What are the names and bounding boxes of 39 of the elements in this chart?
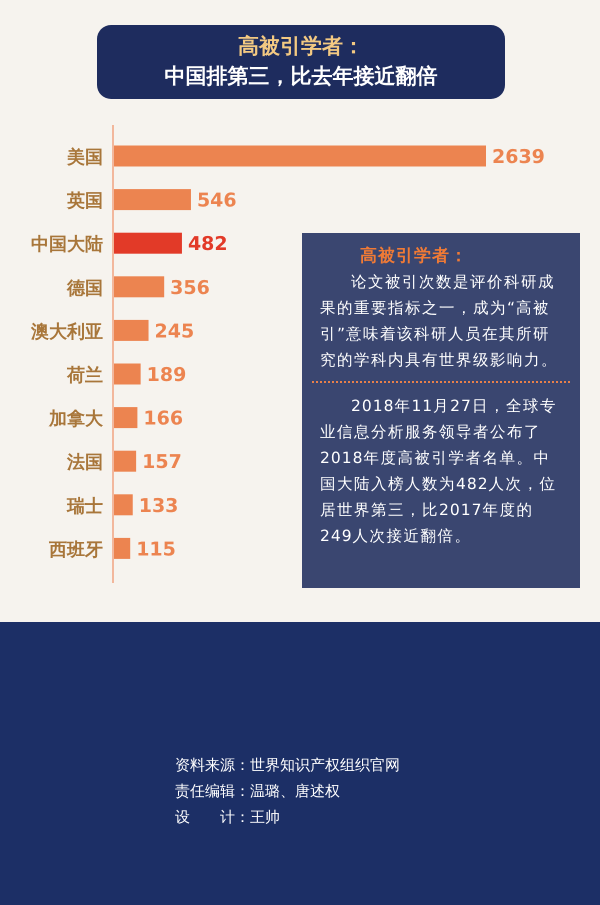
y-tick-label: 英国: [66, 190, 103, 212]
data-label: 356: [170, 276, 210, 299]
bar: [114, 494, 133, 516]
y-tick-label: 美国: [66, 147, 103, 168]
bar: [114, 276, 164, 298]
annotation: 高被引学者：: [359, 245, 469, 268]
data-label: 166: [143, 408, 184, 430]
bar: [114, 320, 149, 341]
bar: [114, 146, 486, 166]
bar: [114, 407, 138, 428]
y-tick-label: 西班牙: [48, 539, 103, 560]
data-label: 133: [138, 494, 178, 517]
y-tick-label: 荷兰: [66, 365, 103, 386]
y-tick-label: 法国: [66, 452, 103, 474]
bar: [114, 450, 136, 472]
data-label: 115: [136, 538, 176, 560]
y-tick-label: 澳大利亚: [30, 321, 103, 342]
y-tick-label: 瑞士: [66, 496, 103, 517]
bar: [114, 189, 191, 210]
text: 责任编辑：温璐、唐述权: [175, 781, 341, 802]
data-label: 546: [196, 190, 237, 212]
bar: [114, 232, 182, 254]
annotation: 论文被引次数是评价科研成果的重要指标之一，成为“高被引”意味着该科研人员在其所研究的学科内具有世界级影响力。: [320, 272, 559, 371]
note-panel: 高被引学者： 论文被引次数是评价科研成果的重要指标之一，成为“高被引”意味着该科研人员在其所研究的学科内具有世界级影响力。 2018年11月27日，全球专业信息分析服务领导者公布了2018年度高被引学者名单。中国大陆入榜人数为482人次，位居世界第三，比2017年度的249人次接近翻倍。: [302, 233, 580, 588]
data-label: 245: [154, 320, 194, 342]
y-tick-label: 德国: [66, 278, 103, 299]
data-label: 157: [142, 451, 182, 474]
chart-subtitle: 中国排第三，比去年接近翻倍: [164, 63, 438, 90]
data-label: 2639: [492, 146, 545, 168]
text: 资料来源：世界知识产权组织官网: [175, 755, 400, 776]
text: 设 计：王帅: [175, 807, 281, 828]
chart-title: 高被引学者：: [237, 33, 365, 60]
bar: [114, 538, 130, 559]
data-label: 482: [188, 233, 228, 256]
y-tick-label: 中国大陆: [31, 234, 103, 256]
data-label: 189: [146, 364, 186, 386]
annotation: 2018年11月27日，全球专业信息分析服务领导者公布了2018年度高被引学者名单。中国大陆入榜人数为482人次，位居世界第三，比2017年度的249人次接近翻倍。: [320, 396, 558, 547]
bar: [114, 364, 141, 384]
y-tick-label: 加拿大: [48, 408, 104, 430]
